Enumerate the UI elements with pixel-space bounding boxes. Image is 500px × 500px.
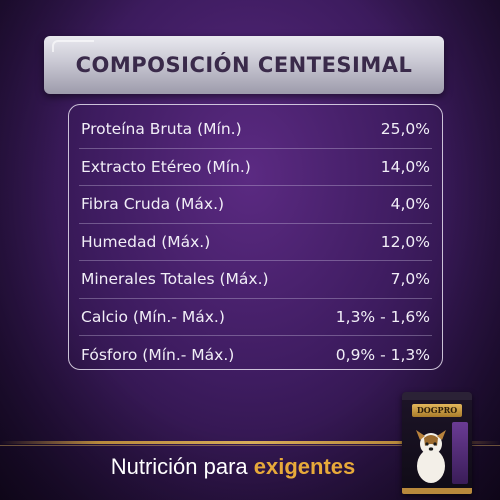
row-value: 7,0% (390, 270, 430, 289)
tagline-accent: exigentes (253, 454, 356, 479)
gold-divider-thin (0, 445, 500, 446)
row-value: 25,0% (380, 120, 430, 139)
package-band (452, 422, 468, 484)
table-row: Minerales Totales (Máx.) 7,0% (79, 261, 432, 299)
row-label: Calcio (Mín.- Máx.) (81, 307, 225, 326)
dog-icon (416, 430, 446, 483)
composition-table: Proteína Bruta (Mín.) 25,0% Extracto Eté… (68, 104, 443, 370)
row-value: 12,0% (380, 232, 430, 251)
brand-logo: DOGPRO (412, 404, 462, 417)
table-row: Extracto Etéreo (Mín.) 14,0% (79, 149, 432, 186)
row-label: Humedad (Máx.) (81, 232, 211, 251)
title-banner: COMPOSICIÓN CENTESIMAL (44, 36, 444, 94)
row-value: 14,0% (380, 157, 430, 176)
page-title: COMPOSICIÓN CENTESIMAL (75, 53, 413, 77)
row-label: Extracto Etéreo (Mín.) (81, 157, 251, 176)
tagline-prefix: Nutrición para (110, 454, 254, 479)
row-value: 0,9% - 1,3% (335, 345, 430, 364)
table-row: Calcio (Mín.- Máx.) 1,3% - 1,6% (79, 299, 432, 336)
table-row: Humedad (Máx.) 12,0% (79, 224, 432, 261)
table-row: Fósforo (Mín.- Máx.) 0,9% - 1,3% (79, 336, 432, 374)
row-label: Fibra Cruda (Máx.) (81, 195, 225, 214)
package-top (402, 392, 472, 400)
table-row: Fibra Cruda (Máx.) 4,0% (79, 186, 432, 224)
dog-food-bag-icon: DOGPRO (402, 392, 472, 494)
row-value: 1,3% - 1,6% (335, 307, 430, 326)
row-label: Fósforo (Mín.- Máx.) (81, 345, 235, 364)
tagline: Nutrición para exigentes (0, 454, 466, 480)
package-gold-strip (402, 488, 472, 494)
row-label: Minerales Totales (Máx.) (81, 270, 269, 289)
row-value: 4,0% (390, 195, 430, 214)
gold-divider (0, 441, 500, 444)
row-label: Proteína Bruta (Mín.) (81, 120, 242, 139)
table-row: Proteína Bruta (Mín.) 25,0% (79, 111, 432, 149)
